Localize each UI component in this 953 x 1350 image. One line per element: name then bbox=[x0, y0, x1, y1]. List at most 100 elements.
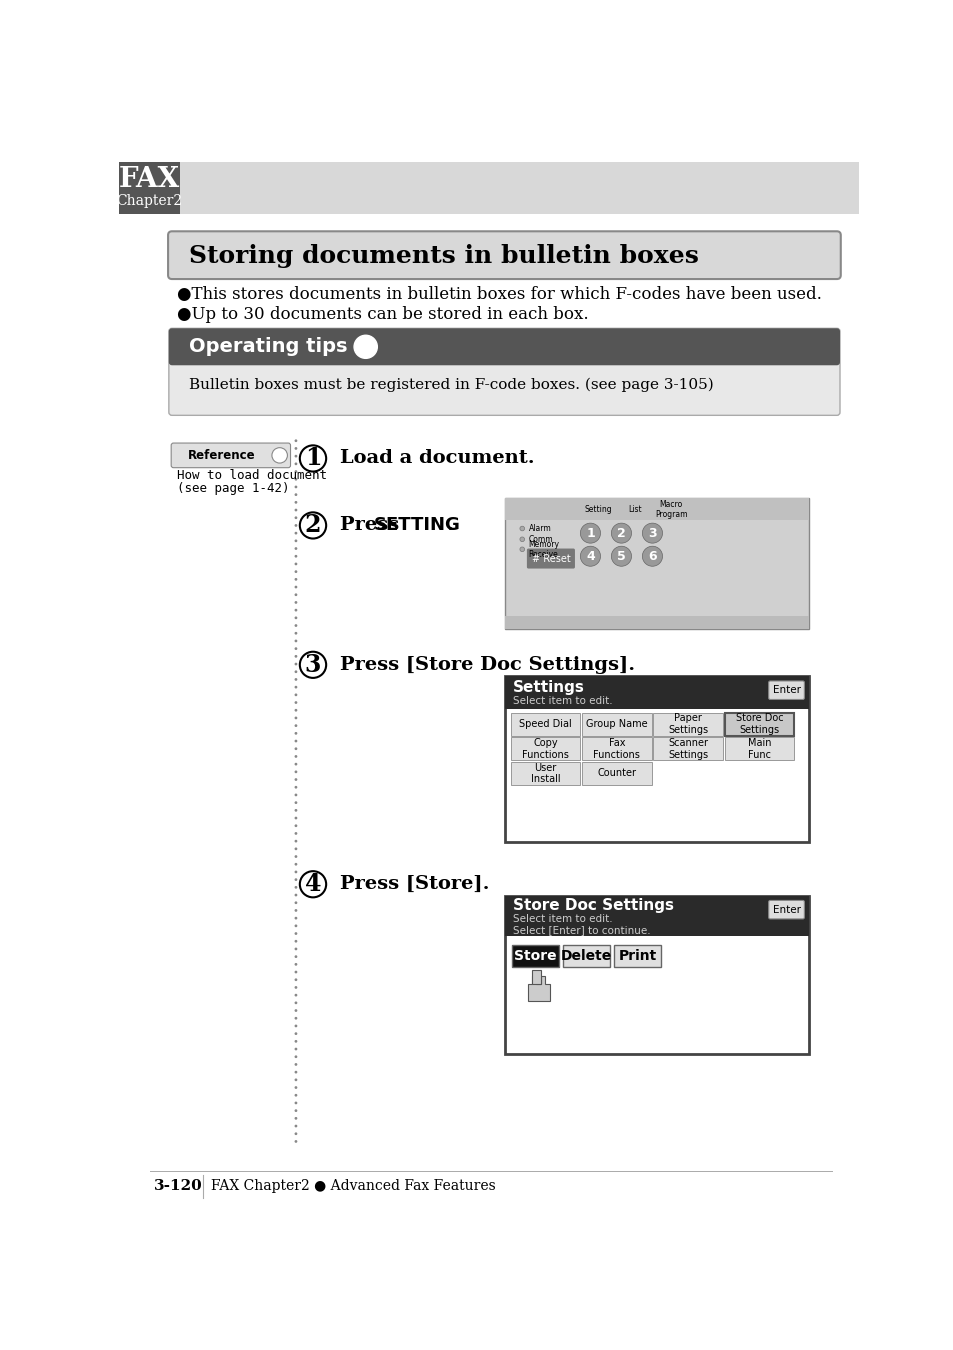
Circle shape bbox=[294, 825, 297, 828]
Circle shape bbox=[294, 1087, 297, 1089]
Circle shape bbox=[294, 717, 297, 720]
Circle shape bbox=[299, 446, 326, 471]
Text: Memory
Receive: Memory Receive bbox=[528, 540, 558, 559]
Circle shape bbox=[294, 817, 297, 819]
Text: Counter: Counter bbox=[597, 768, 636, 779]
Circle shape bbox=[294, 463, 297, 466]
FancyBboxPatch shape bbox=[653, 713, 722, 736]
Text: Store Doc Settings: Store Doc Settings bbox=[513, 898, 673, 914]
Circle shape bbox=[294, 724, 297, 728]
Circle shape bbox=[294, 855, 297, 859]
FancyBboxPatch shape bbox=[723, 713, 794, 736]
Circle shape bbox=[294, 948, 297, 950]
Text: Alarm: Alarm bbox=[528, 524, 551, 533]
Circle shape bbox=[294, 1056, 297, 1058]
Circle shape bbox=[294, 1094, 297, 1096]
Circle shape bbox=[519, 547, 524, 552]
Text: # Reset: # Reset bbox=[531, 554, 570, 563]
Text: Speed Dial: Speed Dial bbox=[518, 720, 571, 729]
Circle shape bbox=[294, 1102, 297, 1104]
FancyBboxPatch shape bbox=[653, 737, 722, 760]
Circle shape bbox=[294, 1071, 297, 1073]
Text: Comm: Comm bbox=[528, 535, 553, 544]
Circle shape bbox=[299, 871, 326, 898]
Circle shape bbox=[294, 917, 297, 919]
Circle shape bbox=[294, 647, 297, 651]
Circle shape bbox=[294, 971, 297, 973]
Circle shape bbox=[294, 655, 297, 657]
FancyBboxPatch shape bbox=[505, 498, 808, 629]
Text: Reference: Reference bbox=[187, 448, 254, 462]
Text: ●This stores documents in bulletin boxes for which F-codes have been used.: ●This stores documents in bulletin boxes… bbox=[177, 286, 821, 302]
Text: 2: 2 bbox=[304, 513, 321, 537]
FancyBboxPatch shape bbox=[505, 676, 808, 709]
Text: Paper
Settings: Paper Settings bbox=[667, 713, 707, 734]
Circle shape bbox=[294, 532, 297, 535]
Circle shape bbox=[294, 555, 297, 558]
Text: Main
Func: Main Func bbox=[747, 738, 770, 760]
Circle shape bbox=[294, 1125, 297, 1127]
Text: Bulletin boxes must be registered in F-code boxes. (see page 3-105): Bulletin boxes must be registered in F-c… bbox=[189, 378, 713, 393]
Circle shape bbox=[294, 925, 297, 927]
FancyBboxPatch shape bbox=[169, 328, 840, 366]
Text: How to load document: How to load document bbox=[177, 468, 327, 482]
Circle shape bbox=[294, 540, 297, 543]
FancyBboxPatch shape bbox=[505, 676, 808, 842]
Circle shape bbox=[294, 1139, 297, 1143]
Circle shape bbox=[299, 652, 326, 678]
Circle shape bbox=[294, 894, 297, 896]
Circle shape bbox=[294, 686, 297, 688]
Circle shape bbox=[294, 1040, 297, 1042]
Circle shape bbox=[294, 832, 297, 834]
Circle shape bbox=[611, 547, 631, 566]
Circle shape bbox=[294, 493, 297, 495]
Circle shape bbox=[611, 524, 631, 543]
Circle shape bbox=[294, 509, 297, 512]
Circle shape bbox=[272, 448, 287, 463]
FancyBboxPatch shape bbox=[723, 737, 794, 760]
Circle shape bbox=[299, 513, 326, 539]
FancyBboxPatch shape bbox=[510, 737, 579, 760]
Text: Enter: Enter bbox=[772, 686, 800, 695]
Circle shape bbox=[294, 470, 297, 472]
Circle shape bbox=[579, 547, 599, 566]
Text: Copy
Functions: Copy Functions bbox=[521, 738, 568, 760]
FancyBboxPatch shape bbox=[768, 900, 803, 919]
Text: Fax
Functions: Fax Functions bbox=[593, 738, 639, 760]
Circle shape bbox=[294, 1017, 297, 1019]
Circle shape bbox=[294, 501, 297, 504]
Circle shape bbox=[294, 848, 297, 850]
Text: Press: Press bbox=[340, 517, 406, 535]
Circle shape bbox=[579, 524, 599, 543]
Circle shape bbox=[294, 863, 297, 865]
Circle shape bbox=[294, 1062, 297, 1066]
FancyBboxPatch shape bbox=[505, 617, 808, 629]
Circle shape bbox=[294, 879, 297, 882]
Text: Store Doc
Settings: Store Doc Settings bbox=[735, 713, 782, 734]
Circle shape bbox=[294, 486, 297, 489]
Text: 3: 3 bbox=[305, 653, 321, 676]
FancyBboxPatch shape bbox=[581, 737, 651, 760]
Text: Load a document.: Load a document. bbox=[340, 450, 535, 467]
Circle shape bbox=[294, 601, 297, 603]
Circle shape bbox=[294, 701, 297, 703]
Polygon shape bbox=[531, 969, 540, 984]
Text: SETTING: SETTING bbox=[373, 517, 460, 535]
Text: Scanner
Settings: Scanner Settings bbox=[667, 738, 707, 760]
Circle shape bbox=[294, 931, 297, 936]
Text: Setting: Setting bbox=[584, 505, 612, 514]
Circle shape bbox=[294, 979, 297, 981]
Text: 4: 4 bbox=[585, 549, 595, 563]
Text: FAX: FAX bbox=[119, 166, 180, 193]
Circle shape bbox=[294, 640, 297, 643]
Text: Press [Store Doc Settings].: Press [Store Doc Settings]. bbox=[340, 656, 635, 674]
Circle shape bbox=[294, 1025, 297, 1027]
Circle shape bbox=[294, 794, 297, 796]
Circle shape bbox=[294, 732, 297, 734]
Circle shape bbox=[294, 963, 297, 965]
FancyBboxPatch shape bbox=[119, 162, 179, 215]
Circle shape bbox=[294, 1079, 297, 1081]
FancyBboxPatch shape bbox=[169, 328, 840, 416]
Circle shape bbox=[294, 755, 297, 757]
Text: Print: Print bbox=[618, 949, 657, 963]
